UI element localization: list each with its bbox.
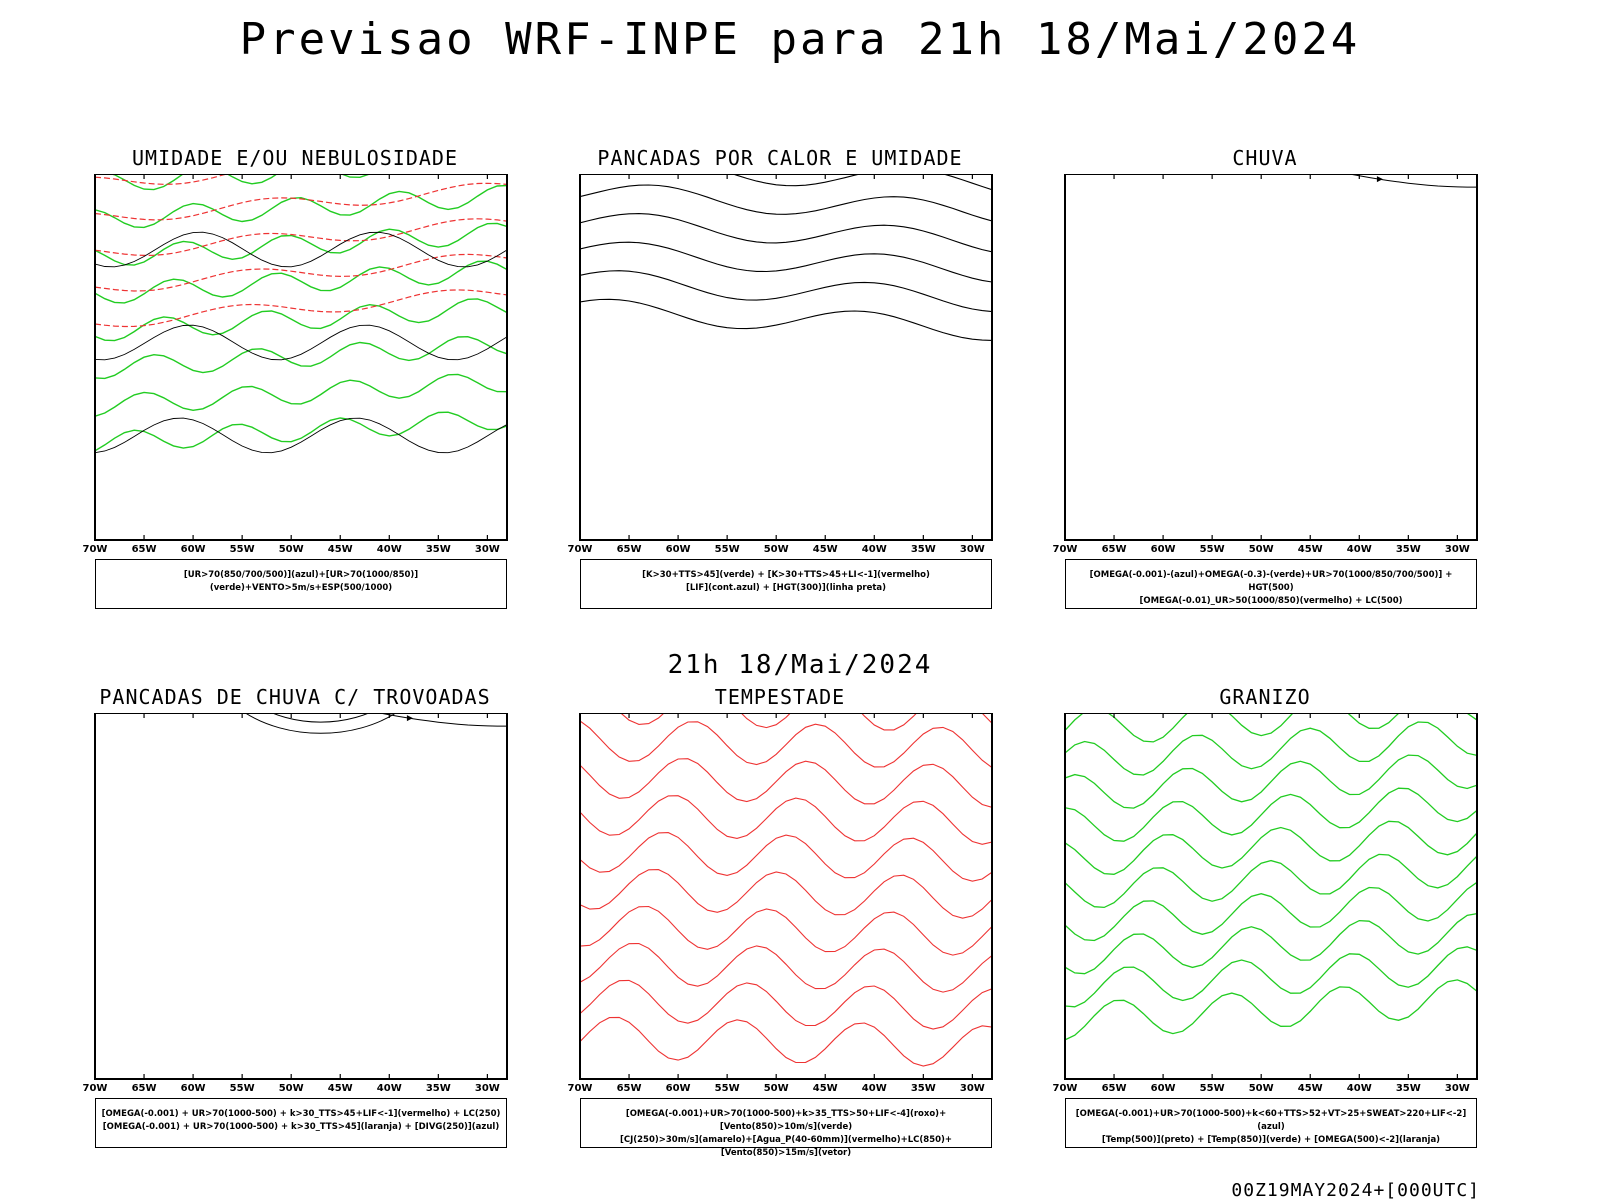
panel-granizo: GRANIZO -312121215151518212124-2712912S1… [1030, 685, 1500, 1175]
lon-tick-label: 30W [475, 1083, 500, 1094]
legend-line: [OMEGA(-0.01)_UR>50(1000/850)(vermelho) … [1139, 596, 1403, 606]
lon-tick-label: 60W [181, 1083, 206, 1094]
lon-tick-label: 70W [568, 1083, 593, 1094]
panel-title: PANCADAS DE CHUVA C/ TROVOADAS [99, 685, 491, 709]
lon-tick-label: 65W [617, 544, 642, 555]
legend-box: [UR>70(850/700/500)](azul)+[UR>70(1000/8… [95, 559, 507, 609]
legend-line: [UR>70(850/700/500)](azul)+[UR>70(1000/8… [183, 570, 419, 593]
legend-line: [LIF](cont.azul) + [HGT(300)](linha pret… [685, 583, 887, 593]
lon-tick-label: 55W [715, 544, 740, 555]
panel-trovoadas: PANCADAS DE CHUVA C/ TROVOADAS 12S15S18S… [60, 685, 530, 1175]
lon-tick-label: 45W [1298, 1083, 1323, 1094]
lon-tick-label: 65W [132, 544, 157, 555]
map-chart: 12S15S18S21S24S27S30S33S36S39S42S70W65W6… [83, 713, 508, 1094]
lon-tick-label: 60W [666, 544, 691, 555]
lon-tick-label: 35W [1396, 1083, 1421, 1094]
lon-tick-label: 60W [181, 544, 206, 555]
legend-line: [OMEGA(-0.001)+UR>70(1000-500)+k<60+TTS>… [1075, 1109, 1467, 1132]
lon-tick-label: 50W [279, 544, 304, 555]
lon-tick-label: 40W [862, 1083, 887, 1094]
map-frame [579, 174, 993, 541]
lon-tick-label: 55W [1200, 544, 1225, 555]
legend-line: [Temp(500)](preto) + [Temp(850)](verde) … [1101, 1135, 1441, 1145]
legend-line: [K>30+TTS>45](verde) + [K>30+TTS>45+LI<-… [642, 570, 930, 580]
panel-title: GRANIZO [1219, 685, 1311, 709]
lon-tick-label: 40W [377, 1083, 402, 1094]
lon-tick-label: 40W [377, 544, 402, 555]
lon-tick-label: 30W [1445, 544, 1470, 555]
lon-tick-label: 60W [1151, 544, 1176, 555]
lon-tick-label: 45W [1298, 544, 1323, 555]
panel-pancadas-calor: PANCADAS POR CALOR E UMIDADE 96809680968… [545, 146, 1015, 636]
panel-tempestade: TEMPESTADE 504040504512S15S18S21S24S27S3… [545, 685, 1015, 1175]
legend-line: [OMEGA(-0.001) + UR>70(1000-500) + k>30_… [101, 1109, 501, 1119]
panel-umidade: UMIDADE E/OU NEBULOSIDADE 10161016101610… [60, 146, 530, 636]
legend-line: [OMEGA(-0.001)-(azul)+OMEGA(-0.3)-(verde… [1089, 570, 1453, 593]
panel-title: TEMPESTADE [714, 685, 846, 709]
lon-tick-label: 30W [960, 544, 985, 555]
lon-tick-label: 60W [1151, 1083, 1176, 1094]
lon-tick-label: 35W [1396, 544, 1421, 555]
lon-tick-label: 55W [1200, 1083, 1225, 1094]
run-timestamp: 00Z19MAY2024+[000UTC] [1231, 1180, 1480, 1201]
lon-tick-label: 55W [230, 1083, 255, 1094]
map-frame [579, 713, 993, 1080]
lon-tick-label: 40W [1347, 544, 1372, 555]
lon-tick-label: 55W [715, 1083, 740, 1094]
lon-tick-label: 40W [1347, 1083, 1372, 1094]
panel-title: UMIDADE E/OU NEBULOSIDADE [131, 146, 459, 170]
map-frame [1064, 713, 1478, 1080]
map-chart: -312121215151518212124-2712912S15S18S21S… [1053, 713, 1478, 1094]
lon-tick-label: 35W [911, 1083, 936, 1094]
lon-tick-label: 65W [1102, 1083, 1127, 1094]
legend-box: [OMEGA(-0.001)+UR>70(1000-500)+k<60+TTS>… [1065, 1098, 1477, 1148]
lon-tick-label: 50W [764, 544, 789, 555]
lon-tick-label: 50W [279, 1083, 304, 1094]
map-chart: 5885885855825795765735705675645615585915… [1053, 174, 1478, 555]
lon-tick-label: 50W [1249, 1083, 1274, 1094]
legend-box: [OMEGA(-0.001) + UR>70(1000-500) + k>30_… [95, 1098, 507, 1148]
map-chart: 9680968096809600960096009520952095209440… [568, 174, 993, 555]
legend-line: [CJ(250)>30m/s](amarelo)+[Agua_P(40-60mm… [619, 1135, 953, 1158]
page-title: Previsao WRF-INPE para 21h 18/Mai/2024 [239, 14, 1361, 65]
map-frame [1064, 174, 1478, 541]
lon-tick-label: 70W [1053, 1083, 1078, 1094]
lon-tick-label: 65W [617, 1083, 642, 1094]
lon-tick-label: 30W [475, 544, 500, 555]
legend-box: [K>30+TTS>45](verde) + [K>30+TTS>45+LI<-… [580, 559, 992, 609]
middle-date-label: 21h 18/Mai/2024 [667, 650, 933, 680]
lon-tick-label: 30W [1445, 1083, 1470, 1094]
lon-tick-label: 65W [1102, 544, 1127, 555]
lon-tick-label: 70W [83, 544, 108, 555]
lon-tick-label: 45W [813, 544, 838, 555]
lon-tick-label: 30W [960, 1083, 985, 1094]
map-frame [94, 713, 508, 1080]
lon-tick-label: 70W [83, 1083, 108, 1094]
lon-tick-label: 50W [1249, 544, 1274, 555]
panel-title: CHUVA [1232, 146, 1298, 170]
legend-line: [OMEGA(-0.001)+UR>70(1000-500)+k>35_TTS>… [625, 1109, 947, 1132]
legend-line: [OMEGA(-0.001) + UR>70(1000-500) + k>30_… [102, 1122, 500, 1132]
lon-tick-label: 45W [813, 1083, 838, 1094]
legend-box: [OMEGA(-0.001)+UR>70(1000-500)+k>35_TTS>… [580, 1098, 992, 1158]
lon-tick-label: 45W [328, 544, 353, 555]
lon-tick-label: 55W [230, 544, 255, 555]
panel-title: PANCADAS POR CALOR E UMIDADE [597, 146, 963, 170]
lon-tick-label: 50W [764, 1083, 789, 1094]
panel-chuva: CHUVA 5885885855825795765735705675645615… [1030, 146, 1500, 636]
lon-tick-label: 35W [426, 544, 451, 555]
map-chart: 1016101610161020102010201024102410241028… [83, 174, 508, 555]
lon-tick-label: 65W [132, 1083, 157, 1094]
lon-tick-label: 40W [862, 544, 887, 555]
lon-tick-label: 70W [568, 544, 593, 555]
lon-tick-label: 45W [328, 1083, 353, 1094]
lon-tick-label: 70W [1053, 544, 1078, 555]
lon-tick-label: 60W [666, 1083, 691, 1094]
map-frame [94, 174, 508, 541]
map-chart: 504040504512S15S18S21S24S27S30S33S36S39S… [568, 713, 993, 1094]
legend-box: [OMEGA(-0.001)-(azul)+OMEGA(-0.3)-(verde… [1065, 559, 1477, 609]
lon-tick-label: 35W [911, 544, 936, 555]
lon-tick-label: 35W [426, 1083, 451, 1094]
